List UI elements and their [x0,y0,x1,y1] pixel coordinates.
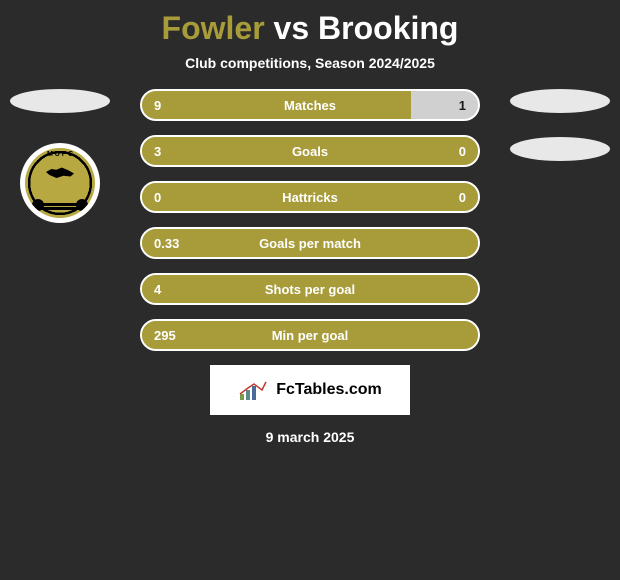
stat-bar: 3 Goals 0 [140,135,480,167]
stat-bar: 9 Matches 1 [140,89,480,121]
main-container: Fowler vs Brooking Club competitions, Se… [0,0,620,455]
stat-label: Min per goal [272,328,349,343]
stat-value-left: 4 [154,282,161,297]
content-area: M U F C 9 Matches 1 3 Goals 0 0 Hattricks 0 0.33 G… [0,89,620,351]
chart-icon [238,380,268,400]
stats-column: 9 Matches 1 3 Goals 0 0 Hattricks 0 0.33 Goals per… [140,89,480,351]
player1-badges: M U F C [10,89,110,223]
club-logo-inner: M U F C [25,148,95,218]
stat-label: Goals per match [259,236,361,251]
subtitle: Club competitions, Season 2024/2025 [185,55,435,71]
stat-value-right: 0 [459,190,466,205]
stat-value-right: 1 [459,98,466,113]
vs-text: vs [265,10,318,46]
stat-bar: 4 Shots per goal [140,273,480,305]
stat-bar: 0 Hattricks 0 [140,181,480,213]
stat-fill [142,91,411,119]
date-text: 9 march 2025 [266,429,355,445]
player2-name: Brooking [318,10,458,46]
stat-label: Matches [284,98,336,113]
comparison-title: Fowler vs Brooking [162,10,459,47]
watermark: FcTables.com [210,365,410,415]
stat-value-left: 0.33 [154,236,179,251]
stat-bar: 0.33 Goals per match [140,227,480,259]
club-logo-ball-right-icon [76,199,88,211]
stat-value-left: 295 [154,328,176,343]
stat-label: Goals [292,144,328,159]
watermark-text: FcTables.com [276,381,382,399]
club-logo-text: M U F C [47,151,73,158]
club-logo-ball-left-icon [32,199,44,211]
player2-ellipse-2 [510,137,610,161]
player1-club-logo: M U F C [20,143,100,223]
stat-value-left: 9 [154,98,161,113]
player1-ellipse [10,89,110,113]
stat-value-left: 0 [154,190,161,205]
player1-name: Fowler [162,10,265,46]
stat-label: Hattricks [282,190,338,205]
player2-badges [510,89,610,191]
player2-ellipse-1 [510,89,610,113]
stat-value-left: 3 [154,144,161,159]
stat-value-right: 0 [459,144,466,159]
stat-bar: 295 Min per goal [140,319,480,351]
club-logo-lion-icon [43,166,78,181]
stat-label: Shots per goal [265,282,355,297]
